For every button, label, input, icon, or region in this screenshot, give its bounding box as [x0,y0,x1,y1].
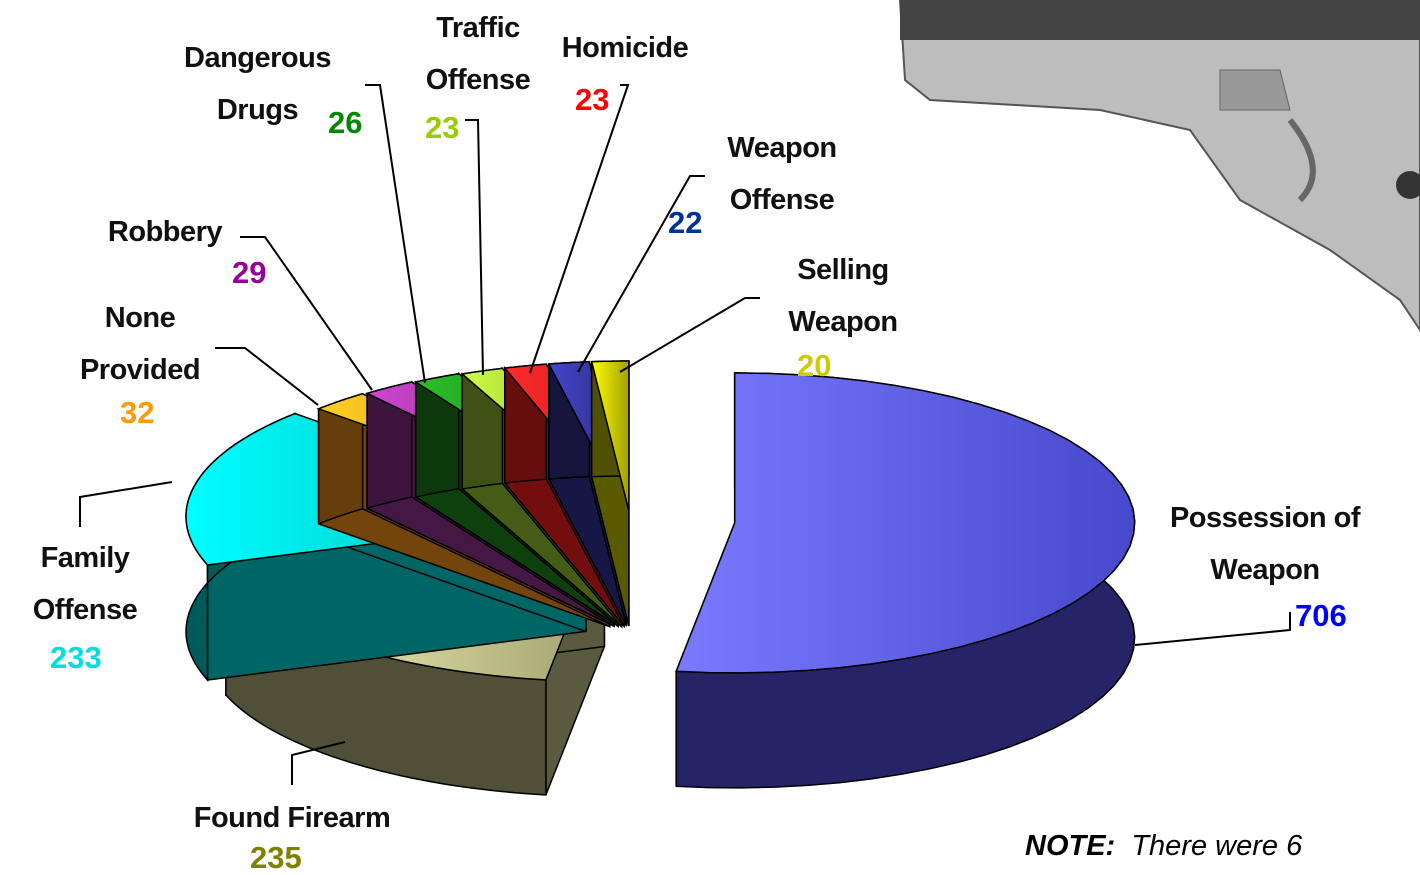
slice-label: Selling Weapon [773,244,913,348]
slice-label: Weapon Offense [712,122,852,226]
value-label: 20 [797,348,831,384]
value-label: 29 [232,255,266,291]
value-label: 32 [120,395,154,431]
slice-label: Traffic Offense [408,2,548,106]
slice-label: None Provided [60,292,220,396]
slice-label: Robbery [85,206,245,258]
value-label: 706 [1295,598,1347,634]
slice-label: Homicide [545,22,705,74]
value-label: 23 [425,110,459,146]
slice-label: Dangerous Drugs [160,32,355,136]
gun-image [900,0,1420,330]
leader-line [80,482,172,527]
note: NOTE: There were 6 [1025,830,1420,863]
page: Possession of Weapon 706 Found Firearm 2… [0,0,1420,875]
slice-label: Family Offense [15,532,155,636]
note-text: There were 6 [1131,830,1302,862]
leader-line [620,298,760,372]
value-label: 26 [328,105,362,141]
leader-line [465,120,483,375]
leader-line [530,85,628,373]
leader-line [365,85,425,383]
leader-line [215,348,318,405]
value-label: 23 [575,82,609,118]
value-label: 22 [668,205,702,241]
value-label: 235 [250,840,302,875]
value-label: 233 [50,640,102,676]
slice-label: Possession of Weapon [1155,492,1375,596]
slice-label: Found Firearm [162,792,422,844]
note-label: NOTE: [1025,830,1115,862]
leader-line [1135,612,1290,645]
pie [186,361,1135,795]
